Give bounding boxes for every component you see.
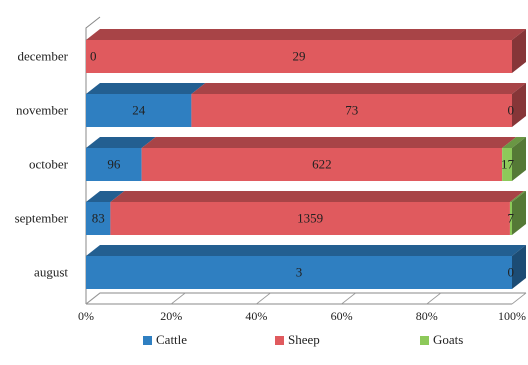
floor-line: [85, 292, 526, 305]
axes-layer: 0% 20% 40% 60% 80% 100%: [78, 16, 527, 323]
x-tick-mark: [511, 292, 527, 305]
bar-end-face: [512, 245, 526, 289]
data-label: 622: [312, 157, 332, 172]
bar-segment: [86, 148, 142, 181]
bar-end-face: [512, 137, 526, 181]
x-tick-mark: [85, 292, 101, 305]
legend: Cattle Sheep Goats: [0, 330, 528, 352]
bar-top-face: [110, 191, 524, 202]
data-label: 24: [132, 103, 146, 118]
data-label: 0: [508, 103, 515, 118]
x-tick-mark: [426, 292, 442, 305]
bar-top-face: [86, 191, 125, 202]
legend-label: Cattle: [156, 332, 188, 347]
bar-segment: [86, 40, 512, 73]
data-label: 17: [501, 157, 515, 172]
data-label: 73: [345, 103, 358, 118]
legend-swatch: [275, 335, 284, 345]
legend-label: Goats: [433, 332, 464, 347]
bar-segment: [141, 148, 503, 181]
bar-segment: [86, 202, 111, 235]
x-tick-label: 80%: [416, 309, 438, 323]
bar-top-face: [191, 83, 526, 94]
legend-swatch: [420, 335, 429, 345]
bar-top-face: [86, 83, 206, 94]
legend-item: Sheep: [275, 332, 320, 348]
legend-label: Sheep: [288, 332, 320, 347]
data-label: 83: [92, 211, 105, 226]
data-label: 0: [508, 265, 515, 280]
bar-top-face: [86, 245, 526, 256]
bar-end-face: [512, 83, 526, 127]
bar-segment: [502, 148, 512, 181]
x-tick-mark: [256, 292, 271, 305]
x-tick-label: 40%: [245, 309, 267, 323]
x-tick-mark: [170, 292, 186, 305]
x-tick-label: 100%: [498, 309, 526, 323]
x-tick-label: 20%: [160, 309, 182, 323]
category-label: august: [34, 265, 68, 280]
data-label: 29: [293, 49, 306, 64]
data-label: 0: [90, 49, 97, 64]
legend-item: Cattle: [143, 332, 187, 348]
bar-top-face: [86, 29, 526, 40]
data-label: 96: [107, 157, 121, 172]
data-label: 7: [508, 211, 515, 226]
bar-top-face: [509, 191, 526, 202]
x-tick-label: 60%: [331, 309, 353, 323]
bar-top-face: [141, 137, 517, 148]
bar-segment: [86, 256, 512, 289]
category-label: september: [15, 211, 69, 226]
x-tick-mark: [341, 292, 356, 305]
bar-top-face: [502, 137, 526, 148]
bar-end-face: [512, 191, 526, 235]
legend-swatch: [143, 335, 152, 345]
data-label: 1359: [297, 211, 323, 226]
bar-end-face: [512, 29, 526, 73]
bar-top-face: [86, 137, 156, 148]
bar-segment: [191, 94, 512, 127]
bar-segment: [86, 94, 192, 127]
x-tick-label: 0%: [78, 309, 94, 323]
category-label: november: [16, 103, 69, 118]
bar-segment: [509, 202, 512, 235]
data-label: 3: [296, 265, 303, 280]
legend-item: Goats: [420, 332, 463, 348]
bars-layer: [86, 29, 526, 289]
category-label: october: [29, 157, 69, 172]
bar-segment: [110, 202, 510, 235]
category-label: december: [17, 49, 68, 64]
